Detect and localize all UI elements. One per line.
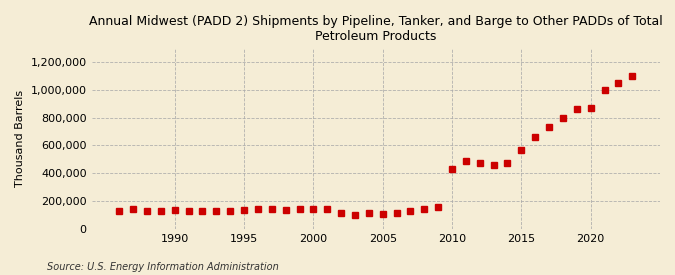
Title: Annual Midwest (PADD 2) Shipments by Pipeline, Tanker, and Barge to Other PADDs : Annual Midwest (PADD 2) Shipments by Pip… [89,15,663,43]
Y-axis label: Thousand Barrels: Thousand Barrels [15,90,25,187]
Text: Source: U.S. Energy Information Administration: Source: U.S. Energy Information Administ… [47,262,279,272]
